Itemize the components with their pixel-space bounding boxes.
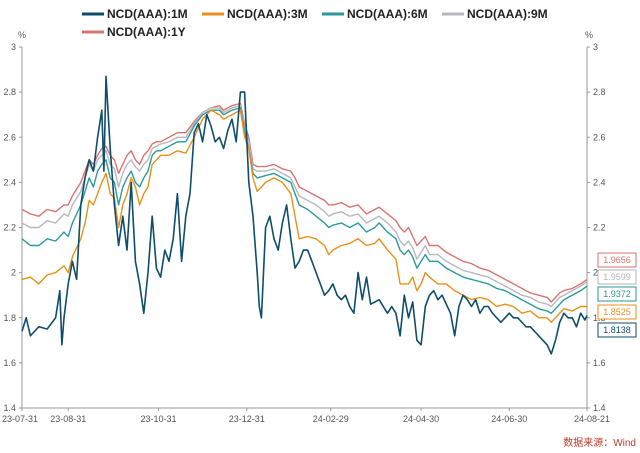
end-label-value: 1.9656 (603, 255, 631, 265)
y-tick-label-left: 2.8 (3, 87, 16, 97)
y-unit-right: % (585, 30, 593, 40)
legend-label-1m: NCD(AAA):1M (107, 7, 188, 21)
x-tick-label: 24-08-21 (574, 414, 610, 424)
y-tick-label-left: 1.4 (3, 403, 16, 413)
legend-label-1y: NCD(AAA):1Y (107, 25, 186, 39)
x-tick-label: 23-07-31 (2, 414, 38, 424)
legend-label-3m: NCD(AAA):3M (227, 7, 308, 21)
y-tick-label-right: 1.4 (593, 403, 606, 413)
series-line-ncd-aaa-9m[interactable] (21, 104, 588, 308)
legend-item-1m[interactable]: NCD(AAA):1M (82, 7, 188, 21)
x-tick-label: 24-06-30 (491, 414, 527, 424)
y-tick-label-left: 2 (11, 268, 16, 278)
x-tick-label: 23-10-31 (141, 414, 177, 424)
y-tick-label-left: 2.6 (3, 132, 16, 142)
y-tick-label-right: 1.6 (593, 358, 606, 368)
end-label-value: 1.9599 (603, 272, 631, 282)
legend-label-6m: NCD(AAA):6M (347, 7, 428, 21)
x-ticks: 23-07-31 23-08-31 23-10-31 23-12-31 24-02-29… (2, 408, 610, 424)
legend-label-9m: NCD(AAA):9M (467, 7, 548, 21)
legend: NCD(AAA):1M NCD(AAA):3M NCD(AAA):6M NCD(… (82, 7, 548, 39)
y-tick-label-right: 2 (593, 268, 598, 278)
y-tick-label-right: 2.2 (593, 223, 606, 233)
series-line-ncd-aaa-1y[interactable] (21, 102, 588, 303)
end-label-box (597, 304, 637, 320)
y-tick-label-right: 2.4 (593, 177, 606, 187)
series-line-ncd-aaa-3m[interactable] (21, 109, 587, 323)
y-tick-label-left: 3 (11, 42, 16, 52)
y-ticks: 1.41.41.61.61.81.8222.22.22.42.42.62.62.… (3, 42, 605, 413)
y-tick-label-right: 3 (593, 42, 598, 52)
y-tick-label-right: 2.6 (593, 132, 606, 142)
data-source: 数据来源：Wind (563, 436, 636, 449)
end-label-box (597, 269, 637, 285)
series-line-ncd-aaa-1m[interactable] (21, 75, 588, 355)
end-label-value: 1.8525 (603, 307, 631, 317)
end-label-box (597, 286, 637, 302)
y-tick-label-left: 1.8 (3, 313, 16, 323)
y-tick-label-left: 1.6 (3, 358, 16, 368)
end-labels: 1.9656 1.9599 1.9372 1.8525 1.8138 (597, 252, 637, 338)
y-tick-label-left: 2.4 (3, 177, 16, 187)
x-tick-label: 23-12-31 (229, 414, 265, 424)
legend-item-9m[interactable]: NCD(AAA):9M (442, 7, 548, 21)
end-label-value: 1.9372 (603, 289, 631, 299)
series-line-ncd-aaa-6m[interactable] (21, 107, 588, 314)
x-tick-label: 23-08-31 (50, 414, 86, 424)
y-unit-left: % (18, 30, 26, 40)
x-tick-label: 24-04-30 (403, 414, 439, 424)
y-tick-label-right: 2.8 (593, 87, 606, 97)
end-label-box (597, 322, 637, 338)
x-tick-label: 24-02-29 (313, 414, 349, 424)
legend-item-6m[interactable]: NCD(AAA):6M (322, 7, 428, 21)
series-layer (21, 75, 588, 355)
legend-item-3m[interactable]: NCD(AAA):3M (202, 7, 308, 21)
end-label-value: 1.8138 (603, 325, 631, 335)
legend-item-1y[interactable]: NCD(AAA):1Y (82, 25, 186, 39)
y-tick-label-left: 2.2 (3, 223, 16, 233)
end-label-box (597, 252, 637, 268)
